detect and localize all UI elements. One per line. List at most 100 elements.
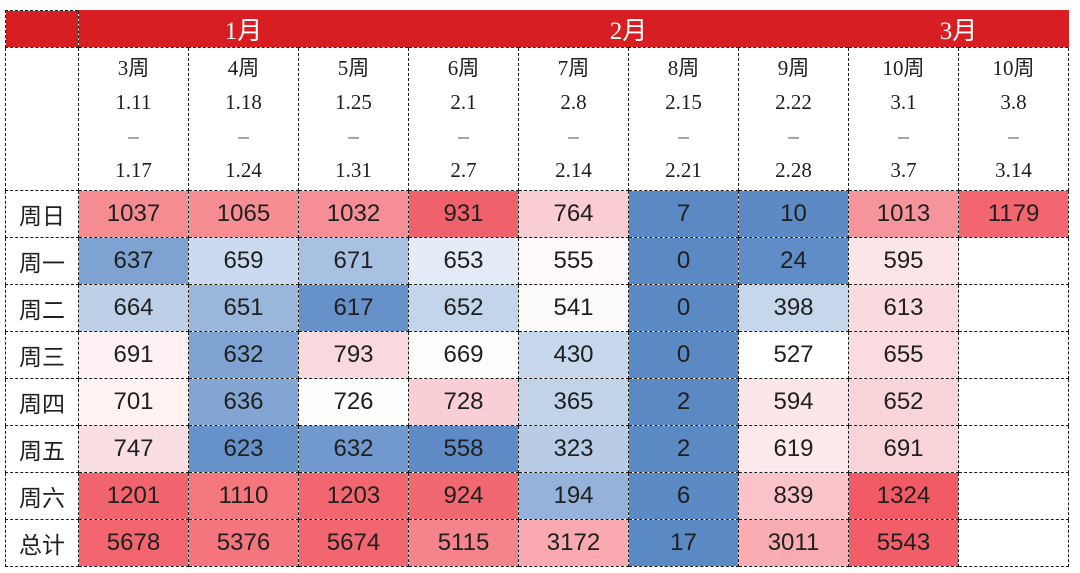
date-range-dash: – xyxy=(898,124,909,148)
value-cell[interactable]: 701 xyxy=(78,378,189,426)
value-cell[interactable]: 1203 xyxy=(298,472,409,520)
value-cell[interactable]: 691 xyxy=(848,425,959,473)
value-cell[interactable]: 619 xyxy=(738,425,849,473)
value-cell[interactable]: 1110 xyxy=(188,472,299,520)
value-cell[interactable]: 3011 xyxy=(738,519,849,567)
month-header-cell[interactable]: 2月 xyxy=(408,10,849,48)
value-cell[interactable]: 0 xyxy=(628,331,739,379)
table-row: 周四 701 636 726 728 365 2 594 652 xyxy=(5,378,1069,426)
value-cell[interactable]: 653 xyxy=(408,237,519,285)
value-cell[interactable]: 747 xyxy=(78,425,189,473)
value-cell[interactable]: 323 xyxy=(518,425,629,473)
empty-cell[interactable] xyxy=(958,519,1069,567)
value-cell[interactable]: 527 xyxy=(738,331,849,379)
value-cell[interactable]: 555 xyxy=(518,237,629,285)
value-cell[interactable]: 430 xyxy=(518,331,629,379)
empty-cell[interactable] xyxy=(958,472,1069,520)
value-cell[interactable]: 728 xyxy=(408,378,519,426)
value-cell[interactable]: 632 xyxy=(188,331,299,379)
value-cell[interactable]: 5674 xyxy=(298,519,409,567)
week-header-cell[interactable]: 9周 2.22 – 2.28 xyxy=(738,47,849,191)
value-cell[interactable]: 652 xyxy=(848,378,959,426)
value-cell[interactable]: 659 xyxy=(188,237,299,285)
week-header-text: 3周 xyxy=(117,56,150,80)
week-header-cell[interactable]: 10周 3.8 – 3.14 xyxy=(958,47,1069,191)
value-cell[interactable]: 613 xyxy=(848,284,959,332)
week-header-cell[interactable]: 10周 3.1 – 3.7 xyxy=(848,47,959,191)
empty-cell[interactable] xyxy=(958,237,1069,285)
month-header-cell[interactable]: 1月 xyxy=(78,10,409,48)
value-cell[interactable]: 1032 xyxy=(298,190,409,238)
value-cell[interactable]: 924 xyxy=(408,472,519,520)
empty-cell[interactable] xyxy=(958,284,1069,332)
week-header-text: 9周 xyxy=(777,56,810,80)
value-cell[interactable]: 1179 xyxy=(958,190,1069,238)
empty-cell[interactable] xyxy=(958,378,1069,426)
value-cell[interactable]: 0 xyxy=(628,284,739,332)
week-header-cell[interactable]: 6周 2.1 – 2.7 xyxy=(408,47,519,191)
day-label-cell[interactable]: 周二 xyxy=(5,284,79,332)
value-cell[interactable]: 10 xyxy=(738,190,849,238)
value-cell[interactable]: 5678 xyxy=(78,519,189,567)
day-label-cell[interactable]: 周三 xyxy=(5,331,79,379)
value-cell[interactable]: 636 xyxy=(188,378,299,426)
value-cell[interactable]: 595 xyxy=(848,237,959,285)
week-header-cell[interactable]: 7周 2.8 – 2.14 xyxy=(518,47,629,191)
value-cell[interactable]: 651 xyxy=(188,284,299,332)
value-cell[interactable]: 0 xyxy=(628,237,739,285)
value-cell[interactable]: 617 xyxy=(298,284,409,332)
value-cell[interactable]: 1037 xyxy=(78,190,189,238)
value-cell[interactable]: 1324 xyxy=(848,472,959,520)
day-label-cell[interactable]: 总计 xyxy=(5,519,79,567)
corner-cell[interactable] xyxy=(5,10,79,48)
value-cell[interactable]: 664 xyxy=(78,284,189,332)
value-cell[interactable]: 5115 xyxy=(408,519,519,567)
value-cell[interactable]: 7 xyxy=(628,190,739,238)
value-cell[interactable]: 5376 xyxy=(188,519,299,567)
week-header-text: 1.25 xyxy=(335,90,372,114)
value-cell[interactable]: 2 xyxy=(628,378,739,426)
value-cell[interactable]: 194 xyxy=(518,472,629,520)
day-label-cell[interactable]: 周四 xyxy=(5,378,79,426)
value-cell[interactable]: 691 xyxy=(78,331,189,379)
value-cell[interactable]: 652 xyxy=(408,284,519,332)
week-header-cell[interactable]: 8周 2.15 – 2.21 xyxy=(628,47,739,191)
value-cell[interactable]: 793 xyxy=(298,331,409,379)
empty-cell[interactable] xyxy=(958,425,1069,473)
day-label-cell[interactable]: 周日 xyxy=(5,190,79,238)
value-cell[interactable]: 17 xyxy=(628,519,739,567)
value-cell[interactable]: 669 xyxy=(408,331,519,379)
week-header-cell[interactable]: 5周 1.25 – 1.31 xyxy=(298,47,409,191)
value-cell[interactable]: 931 xyxy=(408,190,519,238)
day-label-cell[interactable]: 周六 xyxy=(5,472,79,520)
value-cell[interactable]: 6 xyxy=(628,472,739,520)
value-cell[interactable]: 24 xyxy=(738,237,849,285)
value-cell[interactable]: 623 xyxy=(188,425,299,473)
week-header-cell[interactable]: 3周 1.11 – 1.17 xyxy=(78,47,189,191)
value-cell[interactable]: 1065 xyxy=(188,190,299,238)
value-cell[interactable]: 398 xyxy=(738,284,849,332)
empty-cell[interactable] xyxy=(958,331,1069,379)
row-label-spacer-cell[interactable] xyxy=(5,47,79,191)
value-cell[interactable]: 726 xyxy=(298,378,409,426)
month-header-cell[interactable]: 3月 xyxy=(848,10,1069,48)
value-cell[interactable]: 655 xyxy=(848,331,959,379)
value-cell[interactable]: 671 xyxy=(298,237,409,285)
value-cell[interactable]: 2 xyxy=(628,425,739,473)
value-cell[interactable]: 1201 xyxy=(78,472,189,520)
value-cell[interactable]: 5543 xyxy=(848,519,959,567)
value-cell[interactable]: 541 xyxy=(518,284,629,332)
week-header-cell[interactable]: 4周 1.18 – 1.24 xyxy=(188,47,299,191)
value-cell[interactable]: 1013 xyxy=(848,190,959,238)
value-cell[interactable]: 558 xyxy=(408,425,519,473)
value-cell[interactable]: 764 xyxy=(518,190,629,238)
value-cell[interactable]: 594 xyxy=(738,378,849,426)
value-cell[interactable]: 365 xyxy=(518,378,629,426)
day-label-cell[interactable]: 周一 xyxy=(5,237,79,285)
table-row: 周五 747 623 632 558 323 2 619 691 xyxy=(5,425,1069,473)
value-cell[interactable]: 3172 xyxy=(518,519,629,567)
value-cell[interactable]: 839 xyxy=(738,472,849,520)
value-cell[interactable]: 632 xyxy=(298,425,409,473)
day-label-cell[interactable]: 周五 xyxy=(5,425,79,473)
value-cell[interactable]: 637 xyxy=(78,237,189,285)
